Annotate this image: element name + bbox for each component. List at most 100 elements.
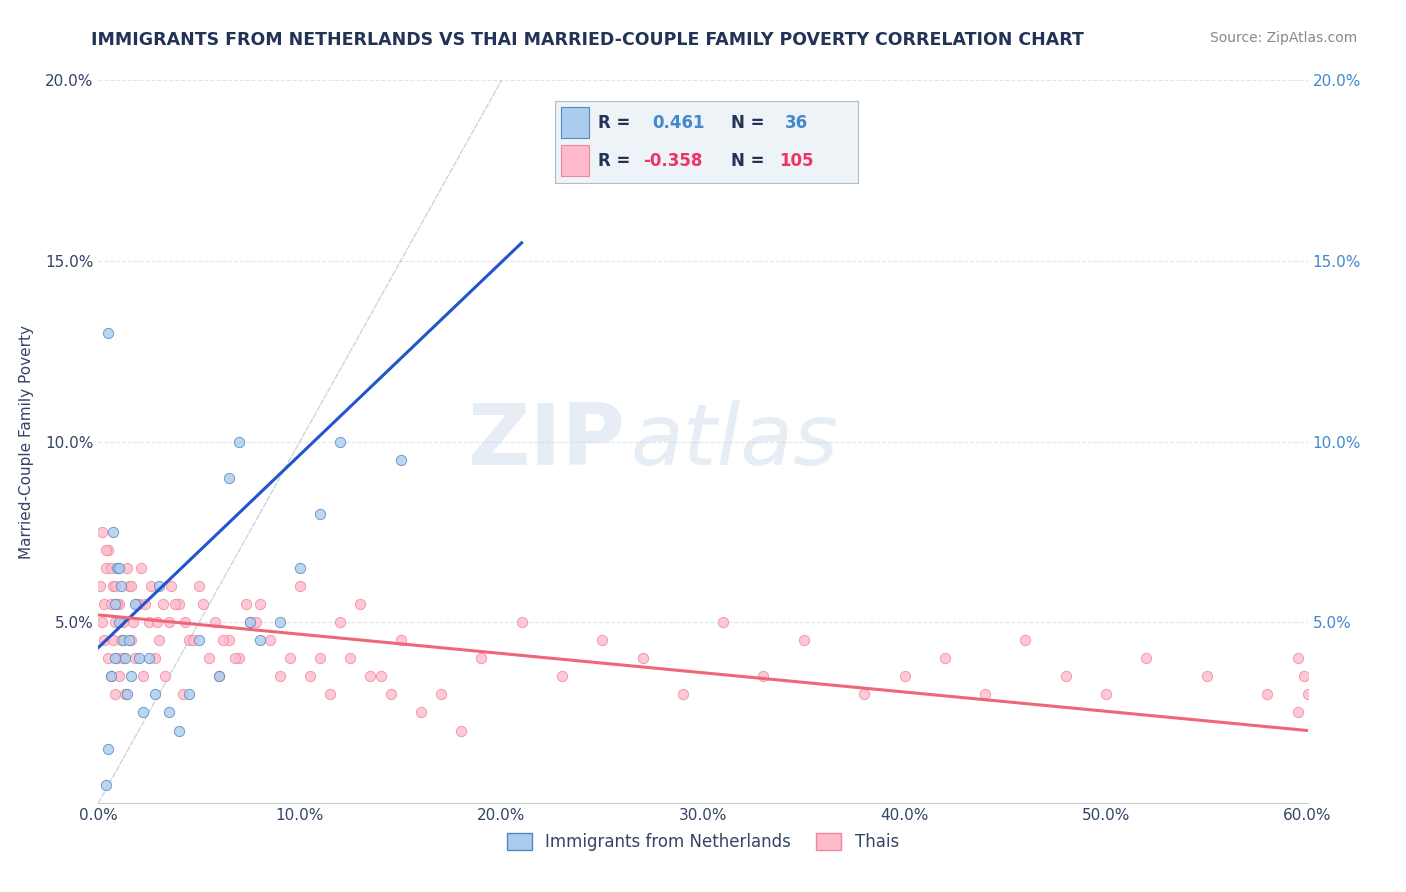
Point [148, 579, 170, 593]
Text: R =: R = [598, 114, 630, 132]
Point [114, 651, 136, 665]
Point [93, 633, 115, 648]
Point [450, 723, 472, 738]
Text: atlas: atlas [630, 400, 838, 483]
Point [93, 597, 115, 611]
Point [132, 669, 155, 683]
Point [143, 687, 166, 701]
Point [97, 741, 120, 756]
Point [174, 615, 197, 630]
Point [111, 615, 134, 630]
Point [974, 687, 997, 701]
Point [128, 597, 150, 611]
Point [157, 615, 180, 630]
Point [96, 778, 118, 792]
Text: IMMIGRANTS FROM NETHERLANDS VS THAI MARRIED-COUPLE FAMILY POVERTY CORRELATION CH: IMMIGRANTS FROM NETHERLANDS VS THAI MARR… [91, 31, 1084, 49]
Point [934, 651, 956, 665]
Point [153, 669, 176, 683]
Point [115, 687, 138, 701]
Point [370, 669, 392, 683]
Point [329, 615, 352, 630]
Point [349, 597, 371, 611]
Point [208, 669, 231, 683]
Point [309, 651, 332, 665]
Point [179, 633, 201, 648]
Point [138, 651, 160, 665]
Point [188, 633, 211, 648]
Point [121, 615, 143, 630]
Point [853, 687, 876, 701]
Point [212, 633, 235, 648]
Point [380, 687, 402, 701]
Point [111, 651, 134, 665]
Point [107, 561, 129, 575]
Point [224, 651, 246, 665]
Point [299, 669, 322, 683]
Point [163, 597, 186, 611]
Point [146, 615, 169, 630]
Point [107, 669, 129, 683]
Point [134, 597, 156, 611]
Point [100, 561, 122, 575]
Point [329, 434, 352, 449]
Point [160, 579, 183, 593]
Point [101, 633, 124, 648]
Point [107, 615, 129, 630]
Point [1195, 669, 1218, 683]
Point [107, 597, 129, 611]
Point [105, 651, 128, 665]
Text: -0.358: -0.358 [643, 152, 703, 169]
Point [319, 687, 342, 701]
Point [235, 597, 257, 611]
Point [672, 687, 695, 701]
Point [1292, 669, 1315, 683]
Point [259, 633, 281, 648]
Point [204, 615, 226, 630]
Point [278, 651, 301, 665]
Text: Source: ZipAtlas.com: Source: ZipAtlas.com [1209, 31, 1357, 45]
Point [188, 579, 211, 593]
Point [1296, 687, 1319, 701]
Point [208, 669, 231, 683]
Point [309, 507, 332, 521]
Point [793, 633, 815, 648]
Point [110, 579, 132, 593]
Point [91, 615, 114, 630]
Point [97, 326, 120, 340]
Text: N =: N = [731, 114, 765, 132]
Bar [561, 106, 589, 137]
Point [218, 633, 240, 648]
Point [249, 633, 271, 648]
Point [239, 615, 262, 630]
Point [179, 687, 201, 701]
Point [288, 561, 311, 575]
Point [101, 524, 124, 539]
Point [591, 633, 613, 648]
Point [288, 579, 311, 593]
Point [172, 687, 194, 701]
Point [239, 615, 262, 630]
Point [103, 687, 125, 701]
Point [470, 651, 492, 665]
Point [631, 651, 654, 665]
Point [120, 669, 142, 683]
Text: 105: 105 [779, 152, 814, 169]
Point [124, 651, 146, 665]
Text: R =: R = [598, 152, 630, 169]
Point [148, 633, 170, 648]
Point [118, 633, 141, 648]
Point [97, 651, 120, 665]
Point [105, 561, 128, 575]
Point [132, 706, 155, 720]
Point [120, 633, 142, 648]
Text: ZIP: ZIP [467, 400, 624, 483]
Point [129, 561, 152, 575]
Point [269, 669, 291, 683]
Point [128, 651, 150, 665]
Point [360, 669, 382, 683]
Point [114, 687, 136, 701]
Text: 0.461: 0.461 [652, 114, 704, 132]
Point [111, 633, 134, 648]
Y-axis label: Married-Couple Family Poverty: Married-Couple Family Poverty [20, 325, 34, 558]
Point [91, 524, 114, 539]
